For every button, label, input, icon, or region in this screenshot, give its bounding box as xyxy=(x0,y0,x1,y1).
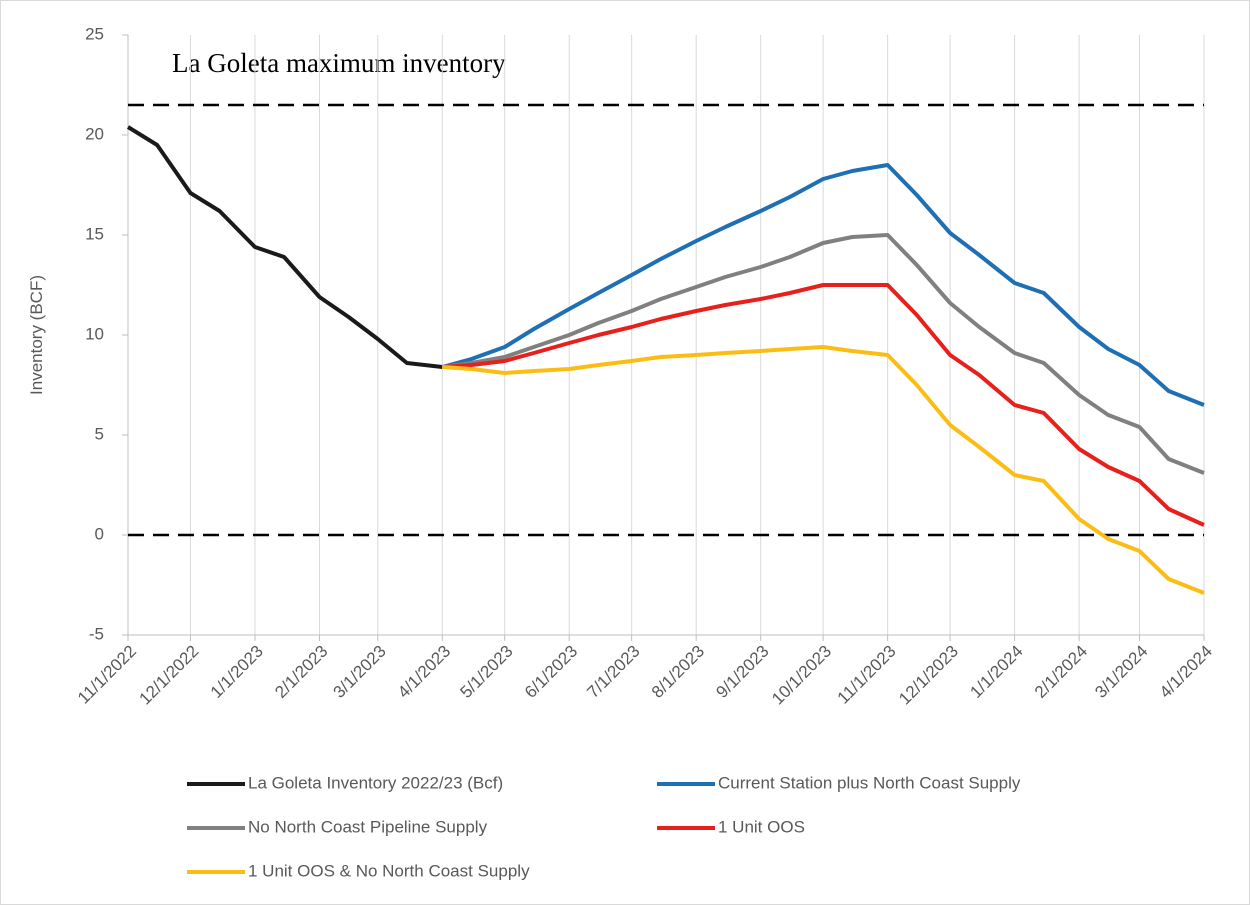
annotation: La Goleta maximum inventory xyxy=(172,48,506,78)
series-line xyxy=(442,283,1205,527)
y-tick-label: 10 xyxy=(85,324,104,343)
series-line xyxy=(441,233,1205,475)
legend-label: La Goleta Inventory 2022/23 (Bcf) xyxy=(248,773,503,792)
series-line xyxy=(441,163,1205,407)
legend-label: Current Station plus North Coast Supply xyxy=(718,773,1021,792)
legend-label: No North Coast Pipeline Supply xyxy=(248,817,488,836)
y-tick-label: -5 xyxy=(89,624,104,643)
y-tick-label: 5 xyxy=(95,424,104,443)
y-tick-label: 20 xyxy=(85,124,104,143)
legend-label: 1 Unit OOS & No North Coast Supply xyxy=(248,861,530,880)
legend-label: 1 Unit OOS xyxy=(718,817,805,836)
series-line xyxy=(442,345,1205,595)
series-line xyxy=(126,125,443,369)
y-tick-label: 25 xyxy=(85,24,104,43)
y-tick-label: 0 xyxy=(95,524,104,543)
y-axis-label: Inventory (BCF) xyxy=(27,275,46,395)
y-tick-label: 15 xyxy=(85,224,104,243)
